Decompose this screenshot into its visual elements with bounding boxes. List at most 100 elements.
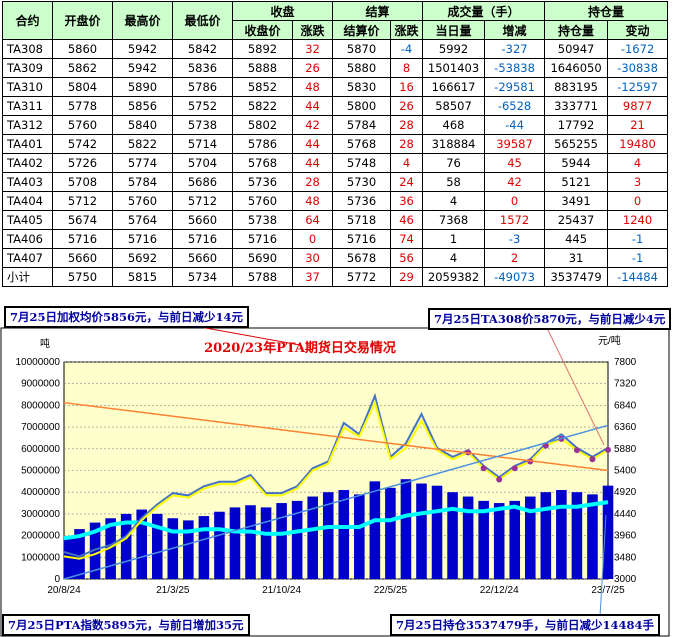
volume-bar <box>354 494 365 579</box>
value-cell: 1240 <box>607 210 669 230</box>
contract-cell: TA310 <box>2 77 53 97</box>
value-cell: 7368 <box>422 210 486 230</box>
value-cell: 1646050 <box>544 58 609 78</box>
y-left-tick-label: 1000000 <box>21 552 60 563</box>
value-cell: 5774 <box>112 153 173 173</box>
contract-cell: TA309 <box>2 58 53 78</box>
open-interest-line <box>63 500 609 541</box>
value-cell: 19480 <box>607 134 669 154</box>
group-header-oi: 持仓量 <box>544 1 669 21</box>
value-cell: 42 <box>291 115 334 135</box>
volume-bar <box>229 507 241 579</box>
volume-bar <box>587 494 598 579</box>
value-cell: 565255 <box>544 134 609 154</box>
volume-bar <box>447 492 458 579</box>
table-row: TA407 5660 5692 5660 5690 30 5678 56 4 2 31 -1 <box>2 248 669 268</box>
value-cell: 5822 <box>112 134 173 154</box>
annotation-pta-index: 7月25日PTA指数5895元，与前日增加35元 <box>2 614 250 636</box>
y-left-tick-label: 7000000 <box>21 422 60 433</box>
value-cell: 5716 <box>112 229 173 249</box>
trend-line <box>63 401 609 472</box>
recent-point <box>496 476 503 483</box>
table-row: 小计 5750 5815 5734 5788 37 5772 29 2059382 -49073 3… <box>2 267 669 287</box>
volume-bar <box>183 520 194 579</box>
volume-bar <box>214 511 225 579</box>
value-cell: -1 <box>607 229 669 249</box>
contract-cell: TA404 <box>2 191 53 211</box>
col-header: 变动 <box>607 20 669 40</box>
table-header-row: 收盘价 涨跌 结算价 涨跌 当日量 增减 持仓量 变动 <box>3 20 669 40</box>
col-header: 最低价 <box>172 1 233 40</box>
value-cell: 28 <box>291 172 334 192</box>
value-cell: 36 <box>390 191 424 211</box>
volume-bar <box>74 529 85 579</box>
value-cell: 8 <box>390 58 424 78</box>
value-cell: 16 <box>390 77 424 97</box>
value-cell: 64 <box>291 210 334 230</box>
value-cell: 5786 <box>172 77 233 97</box>
value-cell: 4 <box>422 191 486 211</box>
value-cell: 5714 <box>172 134 233 154</box>
volume-bar <box>540 492 552 579</box>
col-header: 涨跌 <box>390 20 424 40</box>
contract-cell: TA311 <box>2 96 53 116</box>
y-left-tick-label: 6000000 <box>21 444 60 455</box>
value-cell: 74 <box>390 229 424 249</box>
value-cell: 5730 <box>332 172 392 192</box>
volume-bar <box>571 492 583 579</box>
value-cell: 5716 <box>172 229 233 249</box>
y-left-tick-label: 3000000 <box>21 509 60 520</box>
y-right-tick-label: 3480 <box>614 552 637 563</box>
value-cell: 5726 <box>52 153 113 173</box>
y-right-tick-label: 4920 <box>614 487 637 498</box>
value-cell: 5944 <box>544 153 609 173</box>
value-cell: -1 <box>607 248 669 268</box>
value-cell: 5800 <box>332 96 392 116</box>
volume-bar <box>556 490 567 579</box>
volume-bar <box>151 513 163 579</box>
x-tick-label: 20/8/24 <box>47 585 81 596</box>
value-cell: 5718 <box>332 210 392 230</box>
value-cell: 44 <box>291 134 334 154</box>
value-cell: 3 <box>607 172 669 192</box>
volume-bar <box>245 505 256 579</box>
value-cell: 2059382 <box>422 267 486 287</box>
value-cell: 46 <box>390 210 424 230</box>
y-right-tick-label: 7320 <box>614 379 637 390</box>
volume-bar <box>120 513 132 579</box>
volume-bar <box>400 479 412 579</box>
recent-point <box>589 456 596 463</box>
value-cell: 5840 <box>112 115 173 135</box>
volume-bar <box>338 490 350 579</box>
value-cell: -1672 <box>607 39 669 59</box>
value-cell: 28 <box>390 115 424 135</box>
table-row: TA406 5716 5716 5716 5716 0 5716 74 1 -3 445 -1 <box>2 229 669 249</box>
value-cell: 5712 <box>52 191 113 211</box>
value-cell: -327 <box>484 39 546 59</box>
value-cell: 5716 <box>332 229 392 249</box>
value-cell: 30 <box>291 248 334 268</box>
value-cell: 5992 <box>422 39 486 59</box>
volume-bar <box>322 492 334 579</box>
table-row: TA310 5804 5890 5786 5852 48 5830 16 166617 -2958… <box>2 77 669 97</box>
value-cell: 468 <box>422 115 486 135</box>
x-tick-label: 23/7/25 <box>591 585 625 596</box>
volume-bar <box>198 516 210 579</box>
value-cell: 26 <box>291 58 334 78</box>
value-cell: 5892 <box>232 39 293 59</box>
value-cell: -14484 <box>607 267 669 287</box>
value-cell: 166617 <box>422 77 486 97</box>
value-cell: 5686 <box>172 172 233 192</box>
value-cell: 44 <box>291 96 334 116</box>
value-cell: 5736 <box>232 172 293 192</box>
contract-cell: TA406 <box>2 229 53 249</box>
value-cell: 31 <box>544 248 609 268</box>
value-cell: 5768 <box>332 134 392 154</box>
y-left-tick-label: 10000000 <box>16 357 61 368</box>
value-cell: 24 <box>390 172 424 192</box>
col-header: 涨跌 <box>291 20 334 40</box>
volume-bar <box>602 485 614 579</box>
annotation-ta308: 7月25日TA308价5870元，与前日减少4元 <box>428 308 672 330</box>
value-cell: 5674 <box>52 210 113 230</box>
value-cell: 5742 <box>52 134 113 154</box>
